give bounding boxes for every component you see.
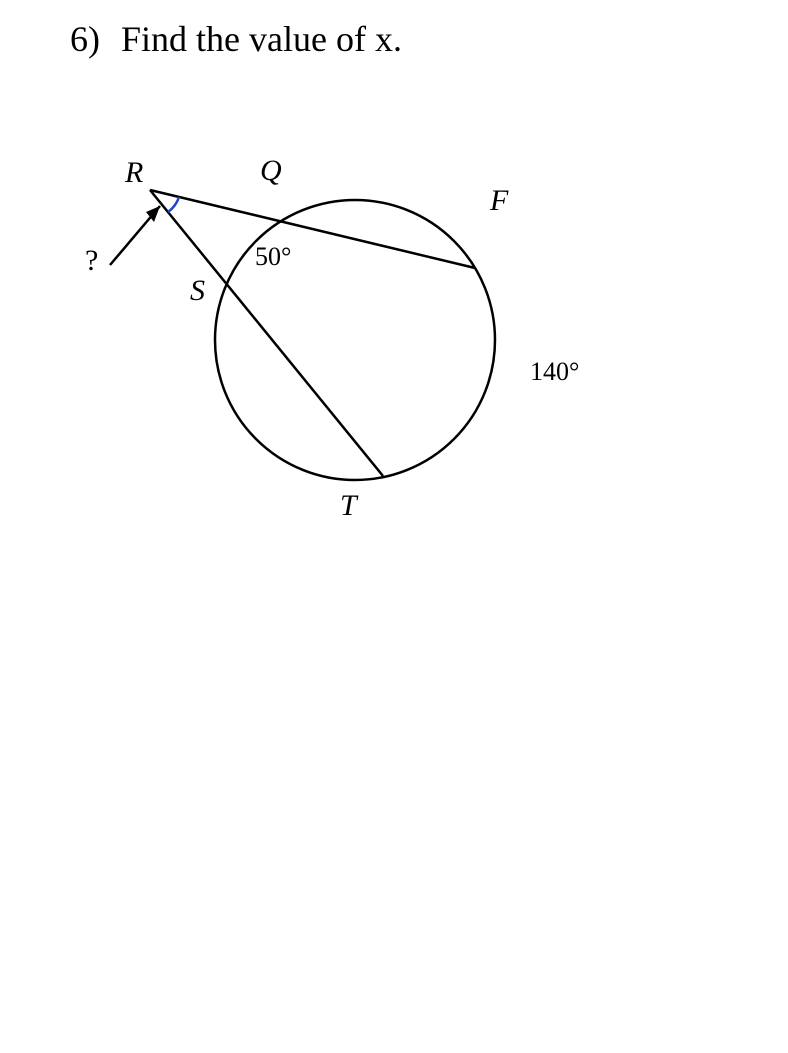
label-Q: Q [260,154,282,187]
label-question-mark: ? [85,244,98,277]
label-T: T [340,489,359,522]
question-text: Find the value of x. [121,19,402,59]
arc-label-FT: 140° [530,357,579,386]
question-arrow [110,206,160,265]
label-R: R [124,156,143,189]
geometry-diagram: R Q F S T ? 50° 140° [60,130,660,530]
label-F: F [489,184,509,217]
angle-arc-marker [168,197,179,212]
question-header: 6) Find the value of x. [70,18,402,60]
label-S: S [190,274,205,307]
question-number: 6) [70,19,100,59]
diagram-svg: R Q F S T ? 50° 140° [60,130,660,530]
arc-label-QS: 50° [255,242,291,271]
secant-line-rfq [150,190,475,268]
